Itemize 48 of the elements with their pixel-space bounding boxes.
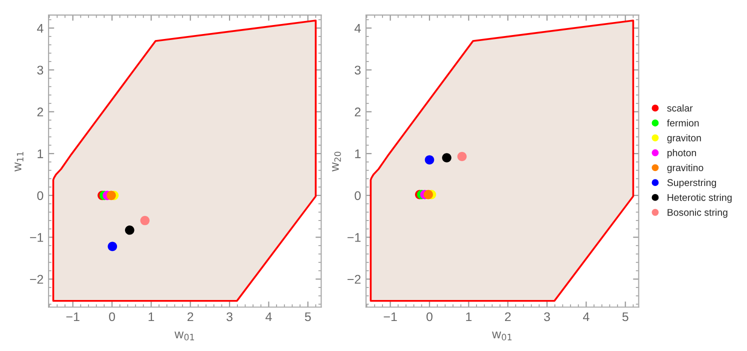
legend-label: Bosonic string [668, 208, 728, 218]
point [442, 153, 452, 162]
point [124, 225, 134, 235]
y-tick-label: 4 [37, 24, 44, 33]
y-tick-label: 1 [38, 150, 44, 158]
x-tick-label: 4 [583, 312, 590, 322]
legend-label: Superstring [667, 178, 716, 188]
point [140, 216, 150, 226]
y-tick-label: 3 [37, 66, 44, 75]
x-tick-label: 1 [148, 312, 154, 322]
x-tick-label: 0 [109, 312, 116, 322]
y-tick-label: −2 [348, 274, 361, 284]
legend-label: photon [668, 149, 696, 158]
x-tick-label: 3 [226, 312, 232, 322]
x-tick-label: 5 [304, 312, 311, 322]
y-axis-title: w$_{20}$ [332, 152, 341, 172]
legend-label: Heterotic string [668, 194, 732, 203]
x-tick-label: 4 [266, 312, 272, 322]
x-tick-label: 1 [466, 312, 472, 322]
y-tick-label: 3 [354, 66, 361, 75]
point [457, 152, 467, 162]
legend-label: fermion [667, 119, 699, 126]
y-tick-label: 2 [354, 108, 361, 116]
y-tick-label: 1 [355, 150, 361, 158]
x-axis-title: w$_{01}$ [492, 332, 512, 340]
point [424, 190, 433, 200]
y-axis-title: w$_{11}$ [14, 152, 24, 172]
x-tick-label: 5 [622, 312, 628, 322]
x-axis-title: w$_{01}$ [174, 332, 194, 340]
y-tick-label: 0 [37, 191, 44, 200]
x-tick-label: −1 [66, 312, 80, 322]
x-tick-label: −1 [384, 312, 397, 322]
x-tick-label: 2 [504, 312, 511, 322]
point [108, 242, 118, 252]
legend-label: scalar [667, 104, 693, 112]
y-tick-label: −1 [348, 233, 361, 242]
y-tick-label: −2 [30, 274, 44, 284]
legend-label: gravitino [667, 164, 704, 174]
y-tick-label: 4 [354, 24, 361, 33]
y-tick-label: 2 [37, 108, 44, 116]
y-tick-label: 0 [354, 191, 361, 200]
x-tick-label: 0 [426, 312, 432, 322]
point [424, 155, 434, 165]
x-tick-label: 3 [544, 312, 550, 322]
x-tick-label: 2 [188, 312, 194, 322]
legend-label: graviton [667, 134, 701, 144]
point [106, 190, 116, 200]
y-tick-label: −1 [30, 233, 44, 242]
